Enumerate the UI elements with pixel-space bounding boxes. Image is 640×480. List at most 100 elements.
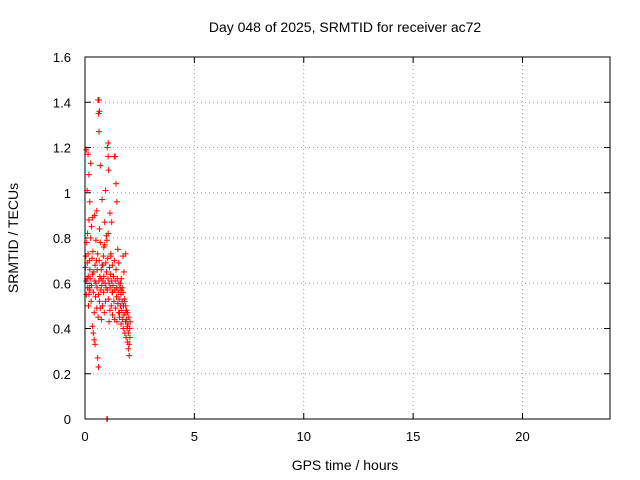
y-tick-label: 0.4	[53, 322, 71, 337]
data-point	[98, 282, 105, 289]
data-point	[90, 268, 97, 275]
data-point	[117, 280, 124, 287]
data-point	[99, 196, 106, 203]
axis-ticks	[84, 56, 610, 420]
data-point	[91, 212, 98, 219]
data-point	[110, 282, 116, 289]
data-point	[94, 354, 101, 361]
data-point	[87, 160, 94, 167]
data-point	[106, 318, 113, 325]
data-point	[87, 235, 94, 241]
x-tick-label: 20	[515, 429, 529, 444]
data-point	[105, 296, 112, 303]
data-point	[122, 250, 129, 257]
x-axis-label: GPS time / hours	[292, 457, 399, 473]
data-point	[86, 284, 93, 291]
data-point	[123, 307, 130, 314]
data-point	[91, 336, 98, 343]
data-point	[105, 153, 112, 160]
data-point	[120, 268, 127, 275]
data-point	[120, 289, 127, 296]
x-tick-label: 10	[297, 429, 311, 444]
data-point	[116, 309, 123, 316]
data-point	[105, 139, 112, 146]
data-point	[86, 198, 93, 205]
data-point	[102, 298, 109, 305]
data-point	[92, 280, 99, 287]
data-point	[125, 330, 132, 337]
data-point	[85, 216, 92, 223]
data-point	[105, 167, 112, 174]
data-point	[109, 289, 116, 296]
data-point	[86, 266, 93, 273]
y-tick-label: 0.8	[53, 231, 71, 246]
data-point	[112, 305, 119, 312]
data-point	[108, 302, 115, 309]
data-point	[97, 162, 104, 169]
data-point	[83, 146, 90, 153]
x-tick-labels: 0 5 10 15 20	[81, 429, 529, 444]
data-point	[103, 268, 110, 275]
data-point	[107, 271, 114, 278]
data-point	[110, 273, 117, 280]
y-tick-label: 0.6	[53, 276, 71, 291]
data-point	[96, 96, 102, 103]
data-point	[92, 341, 99, 348]
data-point	[98, 266, 105, 273]
data-point	[99, 262, 106, 269]
data-point	[88, 298, 95, 305]
data-point	[100, 289, 107, 296]
data-point	[101, 309, 108, 316]
data-point	[90, 330, 97, 337]
data-point	[99, 302, 106, 309]
data-point	[116, 296, 123, 303]
x-tick-label: 15	[406, 429, 420, 444]
data-point	[122, 302, 129, 309]
data-point	[85, 291, 92, 298]
data-point	[111, 257, 118, 264]
data-point	[124, 323, 131, 330]
data-point	[110, 298, 117, 305]
data-point	[104, 275, 111, 282]
data-point	[109, 311, 116, 318]
data-point	[113, 180, 120, 187]
x-tick-label: 0	[81, 429, 88, 444]
data-point	[125, 314, 132, 321]
data-point	[104, 144, 111, 151]
data-point	[84, 230, 91, 237]
data-point	[95, 314, 102, 321]
data-point	[121, 298, 128, 305]
data-point	[118, 275, 125, 282]
x-tick-label: 5	[191, 429, 198, 444]
data-point	[106, 210, 113, 217]
data-point	[113, 198, 120, 205]
plot-frame	[84, 56, 611, 420]
data-point	[88, 223, 95, 230]
data-point	[96, 108, 103, 115]
data-point	[126, 352, 133, 359]
data-point	[102, 187, 109, 194]
grid-lines	[85, 57, 610, 419]
data-point	[96, 257, 103, 264]
data-point	[96, 225, 103, 232]
data-point	[126, 334, 133, 341]
data-point	[96, 298, 103, 305]
data-point	[92, 237, 99, 244]
data-point	[93, 207, 100, 214]
data-point	[85, 250, 92, 257]
data-point	[118, 320, 125, 327]
data-point	[85, 171, 92, 178]
data-point	[114, 246, 121, 253]
data-point	[98, 275, 105, 282]
data-point	[90, 289, 97, 296]
y-tick-label: 1	[64, 186, 71, 201]
y-tick-label: 1.6	[53, 50, 71, 65]
data-point	[92, 293, 99, 300]
data-point	[107, 250, 114, 257]
y-tick-label: 1.4	[53, 95, 71, 110]
data-point	[97, 239, 104, 246]
data-point	[126, 341, 133, 348]
data-point	[115, 259, 122, 266]
data-point	[106, 307, 113, 314]
